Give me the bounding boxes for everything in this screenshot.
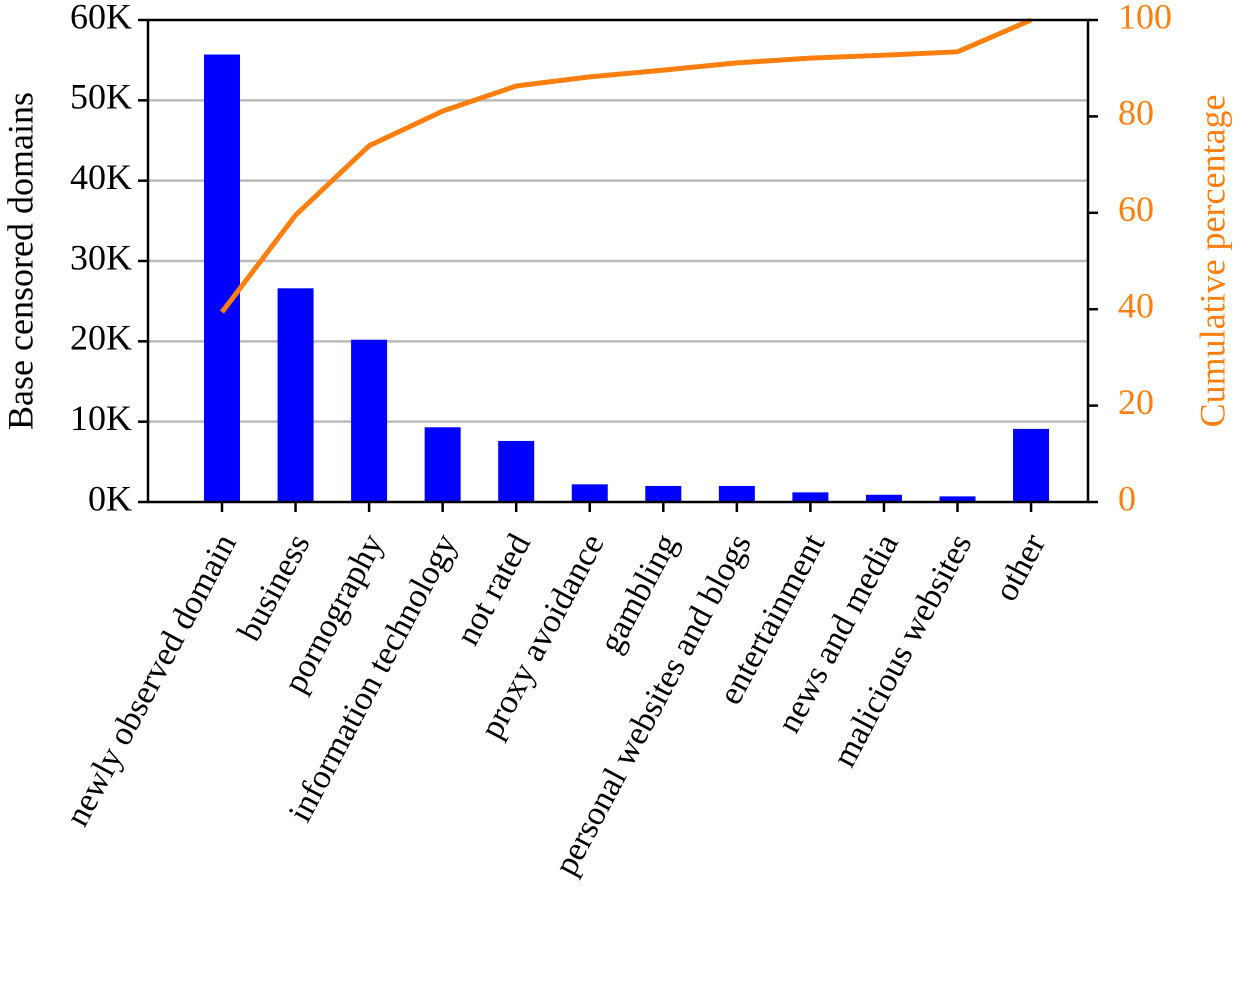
bar [351,339,388,502]
y2-tick-label: 80 [1118,93,1154,133]
y-axis-label: Base censored domains [0,92,40,430]
bar [792,492,829,502]
x-tick-label: newly observed domain [59,528,244,832]
bar [498,440,535,502]
bar [939,496,976,502]
x-tick-label: other [988,527,1054,607]
bar [645,485,682,502]
y-tick-label: 0K [88,478,132,518]
plot-frame [146,18,1090,504]
y-tick-label: 30K [70,237,132,277]
y2-tick-label: 20 [1118,382,1154,422]
bar [424,427,461,502]
bar [571,484,608,502]
cumulative-line [220,17,1033,314]
bar [1013,428,1050,502]
bar [718,485,755,502]
y-tick-label: 10K [70,398,132,438]
bar [865,494,902,502]
y2-tick-label: 0 [1118,478,1136,518]
y2-tick-label: 100 [1118,0,1172,36]
y-tick-label: 40K [70,157,132,197]
y2-axis-label: Cumulative percentage [1192,95,1232,428]
y2-tick-label: 40 [1118,285,1154,325]
bar [277,288,314,502]
y-tick-label: 20K [70,318,132,358]
y2-tick-label: 60 [1118,189,1154,229]
y-tick-label: 50K [70,77,132,117]
y-tick-label: 60K [70,0,132,36]
bar [204,54,240,502]
